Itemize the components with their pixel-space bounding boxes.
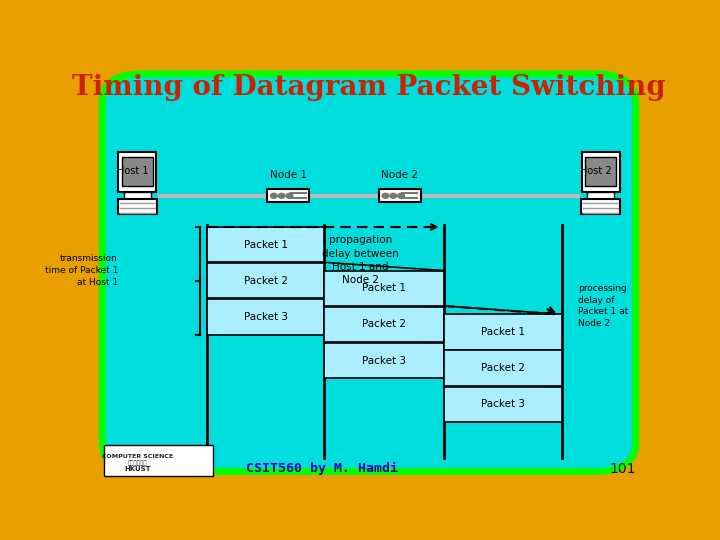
Bar bbox=[444, 314, 562, 349]
Bar bbox=[580, 199, 621, 214]
Circle shape bbox=[279, 193, 285, 198]
Bar bbox=[124, 192, 150, 199]
Text: 101: 101 bbox=[610, 462, 636, 476]
Bar bbox=[444, 387, 562, 422]
Text: Timing of Datagram Packet Switching: Timing of Datagram Packet Switching bbox=[72, 74, 666, 101]
Text: 計算機科學系: 計算機科學系 bbox=[127, 460, 147, 466]
Bar bbox=[588, 192, 614, 199]
Text: Host 1: Host 1 bbox=[117, 166, 148, 177]
Bar bbox=[104, 446, 213, 476]
Bar bbox=[207, 299, 324, 335]
Text: transmission
time of Packet 1
at Host 1: transmission time of Packet 1 at Host 1 bbox=[45, 254, 118, 287]
Bar bbox=[117, 199, 158, 214]
Text: processing
delay of
Packet 1 at
Node 2: processing delay of Packet 1 at Node 2 bbox=[578, 284, 629, 328]
Bar bbox=[324, 271, 444, 306]
Text: Packet 2: Packet 2 bbox=[362, 320, 406, 329]
Bar bbox=[122, 157, 153, 186]
Text: Packet 2: Packet 2 bbox=[481, 363, 525, 373]
FancyBboxPatch shape bbox=[102, 74, 636, 471]
Text: Packet 3: Packet 3 bbox=[362, 356, 406, 366]
Circle shape bbox=[382, 193, 389, 198]
Text: CSIT560 by M. Hamdi: CSIT560 by M. Hamdi bbox=[246, 462, 397, 476]
Bar bbox=[324, 343, 444, 379]
Bar bbox=[582, 152, 619, 192]
Text: Packet 1: Packet 1 bbox=[481, 327, 525, 337]
Text: Node 1: Node 1 bbox=[269, 170, 307, 180]
Text: propagation
delay between
Host 1 and
Node 2: propagation delay between Host 1 and Nod… bbox=[323, 235, 399, 285]
Text: Packet 1: Packet 1 bbox=[362, 284, 406, 293]
Bar bbox=[585, 157, 616, 186]
Bar bbox=[444, 350, 562, 386]
Text: Packet 1: Packet 1 bbox=[244, 240, 288, 249]
Bar bbox=[379, 189, 420, 202]
Bar bbox=[119, 152, 156, 192]
Circle shape bbox=[286, 193, 293, 198]
Bar bbox=[207, 227, 324, 262]
Bar bbox=[207, 263, 324, 299]
Circle shape bbox=[397, 193, 405, 198]
Text: Host 2: Host 2 bbox=[580, 166, 612, 177]
Text: COMPUTER SCIENCE: COMPUTER SCIENCE bbox=[102, 454, 173, 459]
Text: Packet 3: Packet 3 bbox=[481, 399, 525, 409]
Text: Packet 2: Packet 2 bbox=[244, 276, 288, 286]
Bar bbox=[324, 307, 444, 342]
Circle shape bbox=[271, 193, 277, 198]
Circle shape bbox=[390, 193, 397, 198]
Text: HKUST: HKUST bbox=[124, 466, 150, 472]
Text: Packet 3: Packet 3 bbox=[244, 312, 288, 322]
Text: Node 2: Node 2 bbox=[381, 170, 418, 180]
Bar bbox=[267, 189, 309, 202]
